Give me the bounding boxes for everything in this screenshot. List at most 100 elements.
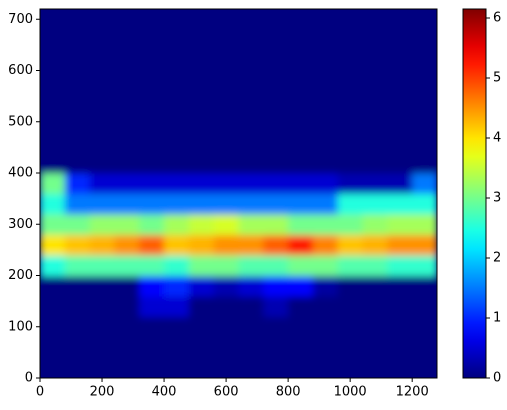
heatmap-cell (64, 152, 91, 174)
heatmap-cell (114, 337, 140, 358)
heatmap-cell (312, 111, 339, 133)
heatmap-cell (263, 193, 289, 215)
heatmap-cell (89, 173, 115, 194)
heatmap-cell (238, 193, 264, 215)
y-tick-label: 400 (8, 166, 33, 181)
heatmap-cell (89, 255, 115, 276)
heatmap-cell (213, 255, 239, 276)
heatmap-cell (188, 275, 215, 297)
heatmap-cell (40, 296, 66, 317)
heatmap-cell (362, 214, 388, 235)
heatmap-cell (362, 296, 388, 317)
y-tick-label: 600 (8, 63, 33, 78)
heatmap-cell (238, 275, 264, 297)
heatmap-cell (337, 111, 364, 133)
heatmap-cell (362, 316, 388, 338)
heatmap-cell (188, 255, 215, 276)
heatmap-cell (213, 296, 239, 317)
heatmap-cell (288, 275, 314, 297)
heatmap-cell (89, 91, 115, 112)
heatmap-cell (40, 255, 66, 276)
heatmap-cell (312, 234, 339, 256)
heatmap-cell (238, 70, 264, 92)
heatmap-cell (213, 275, 239, 297)
heatmap-cell (412, 193, 437, 215)
heatmap-cell (337, 255, 364, 276)
heatmap-cell (164, 152, 190, 174)
heatmap-cell (362, 132, 388, 153)
heatmap-cell (164, 173, 190, 194)
heatmap-cell (64, 111, 91, 133)
heatmap-cell (188, 357, 215, 378)
heatmap-cell (312, 173, 339, 194)
heatmap-cell (312, 296, 339, 317)
heatmap-cell (412, 29, 437, 51)
heatmap-cell (362, 255, 388, 276)
heatmap-cell (164, 70, 190, 92)
heatmap-cell (89, 337, 115, 358)
heatmap-cell (64, 193, 91, 215)
heatmap-cell (64, 29, 91, 51)
heatmap-cell (337, 50, 364, 71)
heatmap-cell (164, 234, 190, 256)
heatmap-cell (288, 193, 314, 215)
heatmap-cell (362, 91, 388, 112)
heatmap-cell (387, 275, 413, 297)
heatmap-cell (263, 152, 289, 174)
heatmap-cell (164, 91, 190, 112)
heatmap-cell (238, 255, 264, 276)
heatmap-cell (139, 214, 165, 235)
heatmap-cell (387, 152, 413, 174)
heatmap-cell (213, 193, 239, 215)
heatmap-cell (312, 132, 339, 153)
heatmap-cell (64, 316, 91, 338)
heatmap-cell (64, 296, 91, 317)
heatmap-cell (164, 50, 190, 71)
heatmap-cell (89, 214, 115, 235)
heatmap-cell (238, 9, 264, 30)
heatmap-cell (412, 152, 437, 174)
heatmap-cell (188, 50, 215, 71)
y-tick-label: 500 (8, 114, 33, 129)
heatmap-cell (213, 337, 239, 358)
colorbar-tick-label: 2 (493, 251, 501, 266)
heatmap-cell (139, 173, 165, 194)
heatmap-cell (139, 337, 165, 358)
heatmap-cell (89, 50, 115, 71)
heatmap-cell (412, 9, 437, 30)
heatmap-cell (288, 316, 314, 338)
heatmap-cell (362, 152, 388, 174)
heatmap-cell (188, 316, 215, 338)
heatmap-cell (164, 132, 190, 153)
heatmap-cell (337, 91, 364, 112)
heatmap-cell (188, 214, 215, 235)
heatmap-cell (139, 255, 165, 276)
heatmap-cell (40, 9, 66, 30)
heatmap-cell (164, 316, 190, 338)
heatmap-cell (288, 337, 314, 358)
heatmap-cell (114, 70, 140, 92)
heatmap-cell (312, 50, 339, 71)
heatmap-cell (188, 193, 215, 215)
heatmap-cell (40, 173, 66, 194)
heatmap-cell (213, 91, 239, 112)
heatmap-cell (337, 337, 364, 358)
heatmap-cell (312, 275, 339, 297)
heatmap-cell (288, 9, 314, 30)
heatmap-cell (263, 337, 289, 358)
heatmap-cell (337, 316, 364, 338)
heatmap-cell (164, 193, 190, 215)
y-tick-label: 200 (8, 268, 33, 283)
heatmap-cell (114, 152, 140, 174)
heatmap-cell (387, 91, 413, 112)
heatmap-cell (188, 152, 215, 174)
heatmap-cell (238, 357, 264, 378)
heatmap-cell (288, 296, 314, 317)
heatmap-cell (89, 152, 115, 174)
heatmap-cell (40, 357, 66, 378)
heatmap-cell (89, 29, 115, 51)
heatmap-cell (387, 111, 413, 133)
heatmap-cell (40, 214, 66, 235)
heatmap-cell (238, 152, 264, 174)
heatmap-cell (288, 70, 314, 92)
